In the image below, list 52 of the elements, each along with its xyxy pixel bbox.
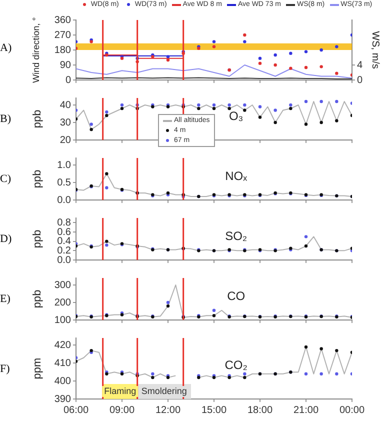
y-tick-label: 400 xyxy=(54,376,72,387)
y2-tick-label: 0 xyxy=(357,74,363,86)
annotation: SO₂ xyxy=(225,229,248,244)
annotation: CO xyxy=(227,289,246,304)
x-tick-label: 21:00 xyxy=(293,404,319,416)
band-label: Flaming xyxy=(104,386,136,396)
y2-axis-title: WS, m/s xyxy=(369,31,380,69)
band-label: Smoldering xyxy=(141,386,187,396)
y-tick-label: 270 xyxy=(54,30,72,41)
text: D) xyxy=(0,232,13,245)
y-tick-label: 0.0 xyxy=(57,254,72,266)
y-tick-label: 390 xyxy=(54,394,72,405)
y-axis-title: ppb xyxy=(32,170,44,188)
y-tick-label: 420 xyxy=(54,340,72,351)
y-tick-label: 0.5 xyxy=(57,177,72,188)
x-tick-label: 18:00 xyxy=(247,404,273,416)
text: C) xyxy=(0,172,12,185)
y-axis-title: ppm xyxy=(32,358,44,380)
y-tick-label: 200 xyxy=(54,297,72,308)
annotation: O₃ xyxy=(228,109,244,124)
x-tick-label: 12:00 xyxy=(155,404,181,416)
x-tick-label: 00:00 xyxy=(339,404,365,416)
text: E) xyxy=(0,292,12,305)
y-axis-title: Wind direction, ° xyxy=(30,16,41,83)
x-tick-label: 06:00 xyxy=(63,404,89,416)
y-tick-label: 0 xyxy=(65,74,72,86)
y2-tick-label: 4 xyxy=(357,60,363,71)
text: A) xyxy=(0,40,13,54)
y-axis-title: ppb xyxy=(32,290,44,308)
y-tick-label: 0.4 xyxy=(57,236,72,248)
y-tick-label: 0.2 xyxy=(57,245,72,256)
y-tick-label: 1.0 xyxy=(57,160,72,171)
text: B) xyxy=(0,112,12,125)
x-tick-label: 09:00 xyxy=(109,404,135,416)
y-tick-label: 180 xyxy=(54,44,72,56)
y-tick-label: 0.8 xyxy=(57,217,72,228)
y-tick-label: 90 xyxy=(60,60,72,71)
y-tick-label: 360 xyxy=(54,14,72,26)
y-tick-label: 410 xyxy=(54,358,72,369)
y-tick-label: 0.0 xyxy=(57,194,72,206)
x-tick-label: 15:00 xyxy=(201,404,227,416)
y-axis-title: ppb xyxy=(32,110,44,128)
annotation: CO₂ xyxy=(224,358,248,372)
annotation: NOₓ xyxy=(225,169,248,184)
y-axis-title: ppb xyxy=(32,230,44,248)
y-tick-label: 30 xyxy=(60,117,72,128)
y-tick-label: 100 xyxy=(54,314,72,326)
y-tick-label: 0.6 xyxy=(57,226,72,238)
y-tick-label: 40 xyxy=(60,100,72,111)
text: F) xyxy=(0,362,11,376)
y-tick-label: 20 xyxy=(60,134,72,146)
y-tick-label: 300 xyxy=(54,280,72,291)
